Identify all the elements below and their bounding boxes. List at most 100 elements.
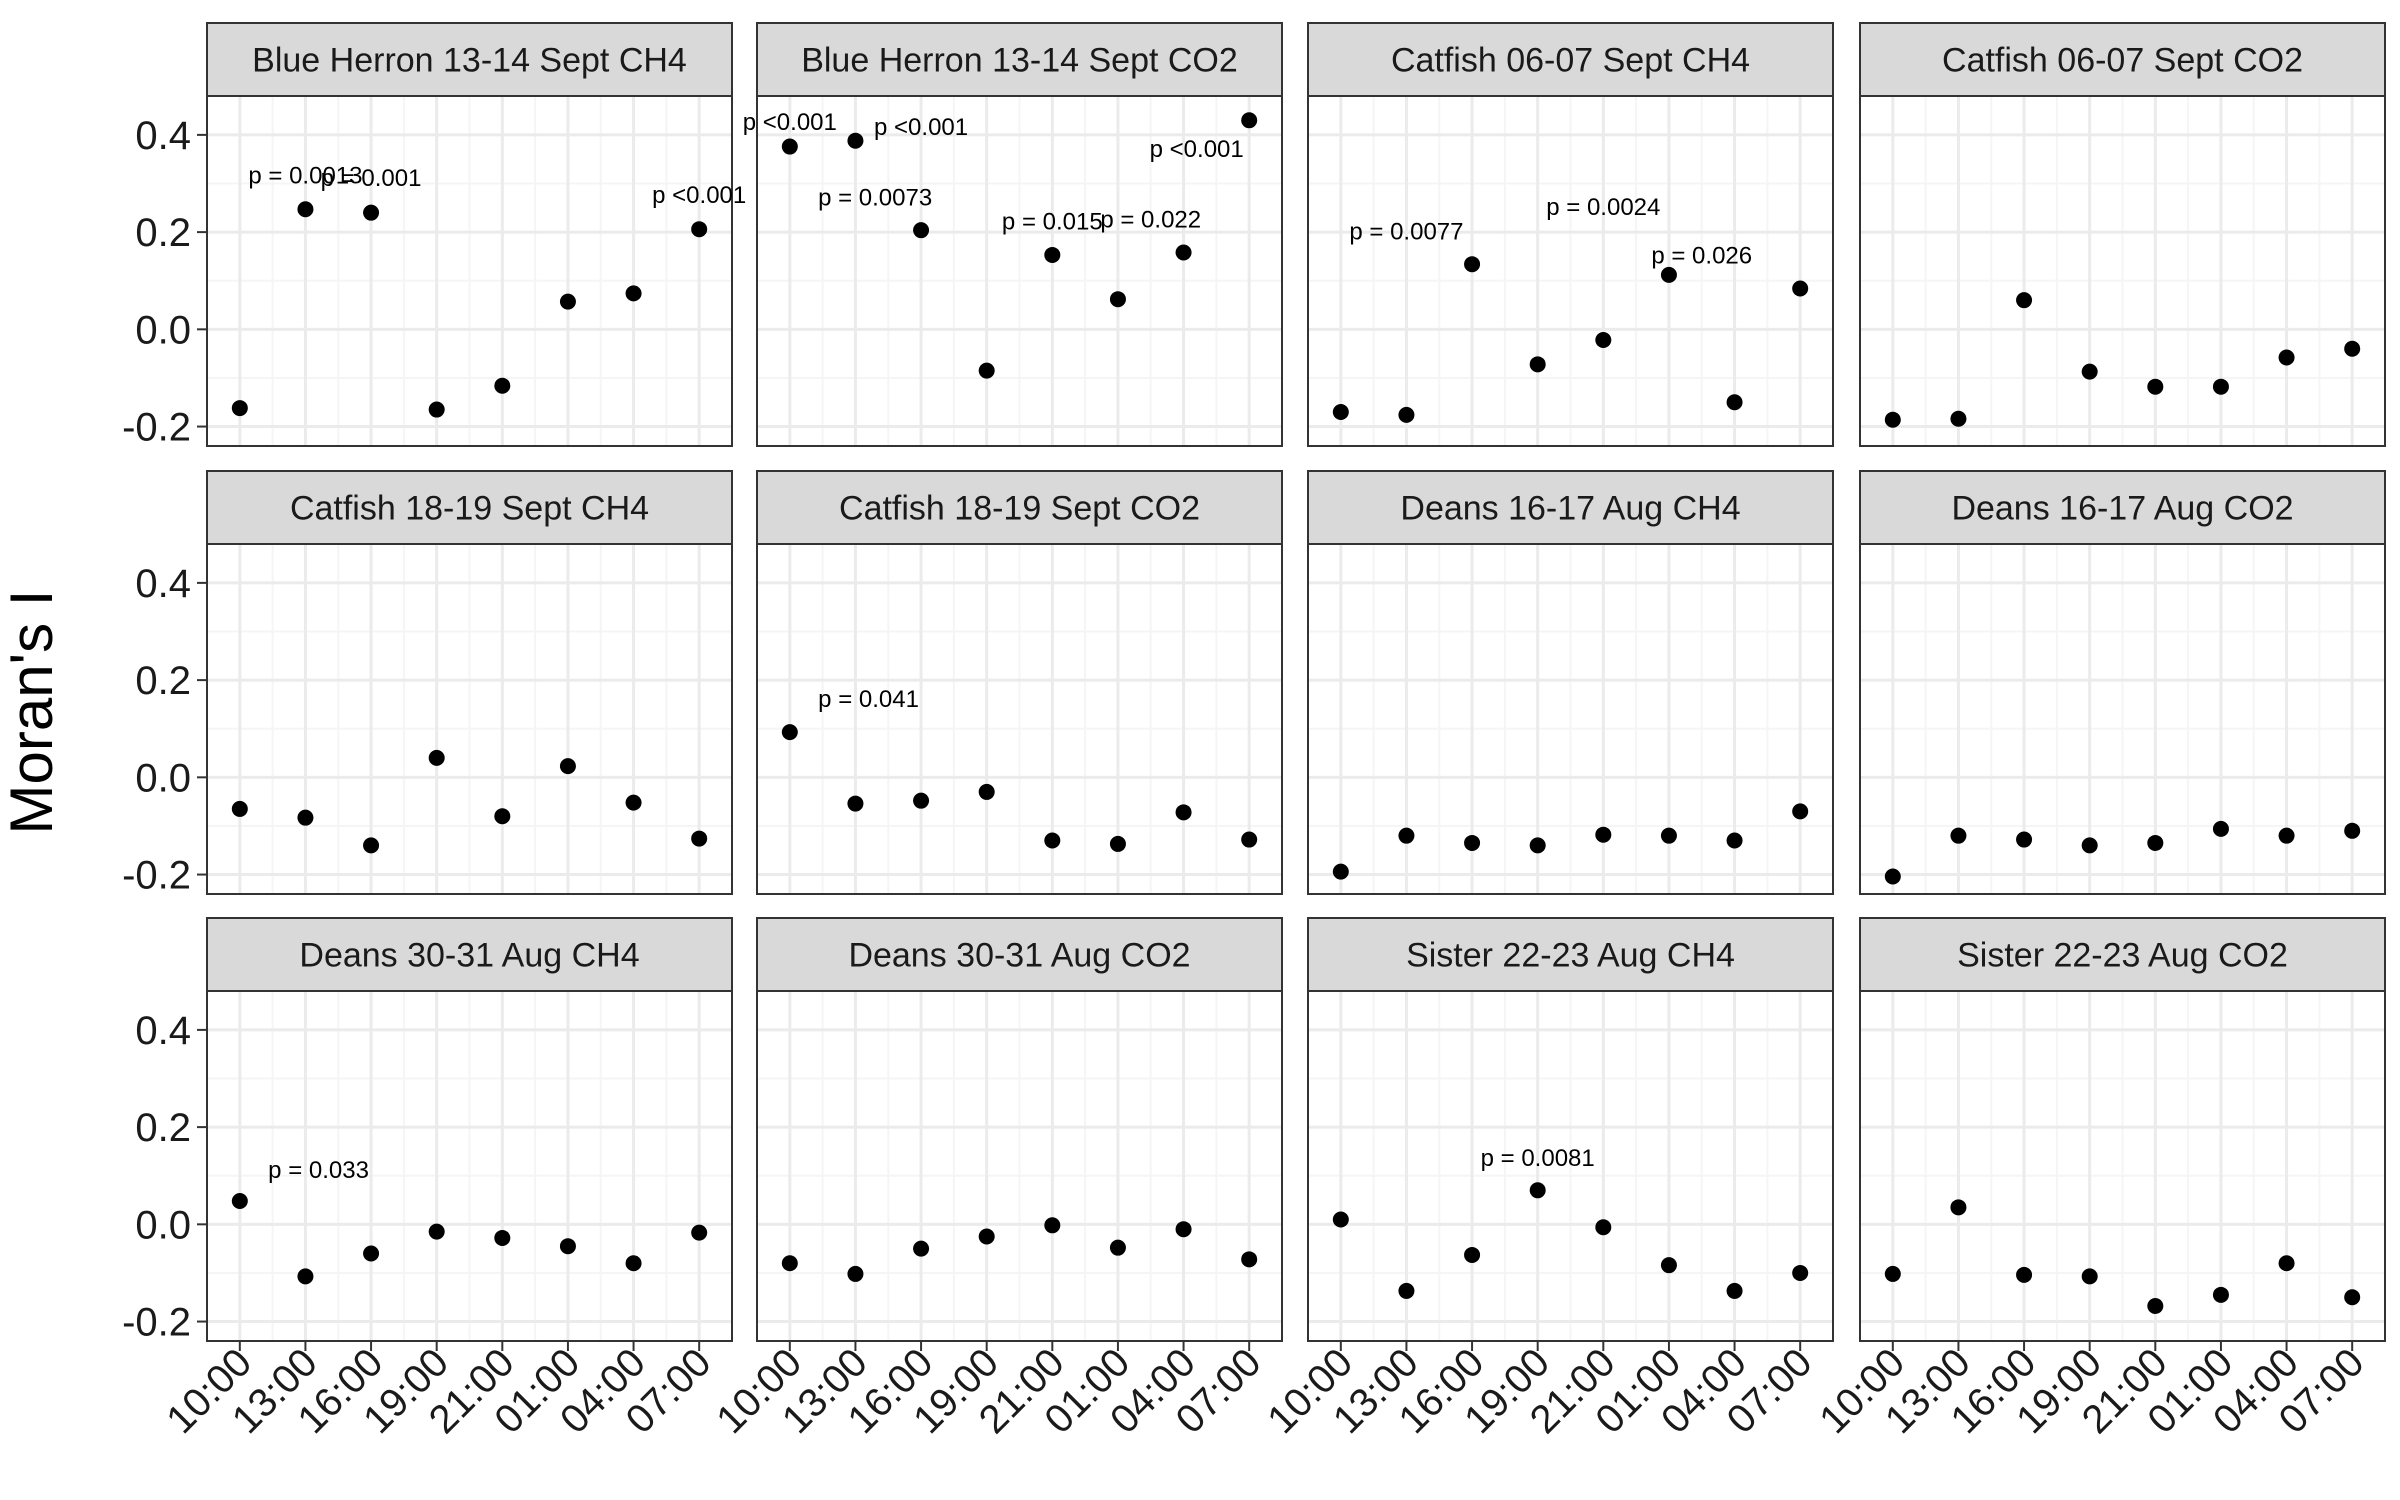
y-tick-label: 0.0 [135, 756, 191, 800]
y-tick-label: 0.2 [135, 211, 191, 255]
facet-strip [206, 470, 733, 545]
p-value-annotation: p = 0.015 [1002, 209, 1103, 236]
data-point [428, 401, 445, 418]
p-value-annotation: p <0.001 [1150, 136, 1244, 163]
data-point [847, 1265, 864, 1282]
data-point [1109, 835, 1126, 852]
data-point [2278, 827, 2295, 844]
p-value-annotation: p <0.001 [743, 109, 837, 136]
data-point [428, 1223, 445, 1240]
data-point [2344, 1289, 2361, 1306]
facet-panel: Sister 22-23 Aug CO210:0013:0016:0019:00… [1811, 917, 2386, 1442]
facet-panel: Sister 22-23 Aug CH410:0013:0016:0019:00… [1259, 917, 1834, 1442]
data-point [1332, 403, 1349, 420]
data-point [363, 1245, 380, 1262]
data-point [913, 792, 930, 809]
data-point [1175, 804, 1192, 821]
facet-title: Blue Herron 13-14 Sept CO2 [801, 42, 1238, 80]
p-value-annotation: p = 0.0073 [818, 184, 932, 211]
p-value-annotation: p = 0.0077 [1349, 218, 1463, 245]
data-point [847, 795, 864, 812]
y-tick-label: 0.0 [135, 1203, 191, 1247]
data-point [913, 222, 930, 239]
data-point [1332, 863, 1349, 880]
facet-strip [1307, 917, 1834, 992]
panel-border [1307, 543, 1834, 895]
p-value-annotation: p = 0.001 [321, 165, 422, 192]
facet-panel: Deans 16-17 Aug CH4 [1307, 470, 1834, 895]
facet-strip [206, 22, 733, 97]
data-point [1660, 827, 1677, 844]
data-point [2147, 834, 2164, 851]
y-tick-label: 0.2 [135, 1106, 191, 1150]
y-tick-label: -0.2 [122, 406, 191, 450]
data-point [1884, 411, 1901, 428]
data-point [1792, 280, 1809, 297]
panel-border [756, 543, 1283, 895]
data-point [494, 808, 511, 825]
facet-panel: Catfish 06-07 Sept CH4 p = 0.0077 p = 0.00… [1307, 22, 1834, 447]
facet-panel: Catfish 06-07 Sept CO2 [1859, 22, 2386, 447]
data-point [1884, 868, 1901, 885]
facet-panel: Deans 16-17 Aug CO2 [1859, 470, 2386, 895]
data-point [625, 1255, 642, 1272]
data-point [428, 749, 445, 766]
panel-border [1859, 990, 2386, 1342]
data-point [1332, 1211, 1349, 1228]
data-point [1109, 1239, 1126, 1256]
data-point [1950, 827, 1967, 844]
data-point [781, 1255, 798, 1272]
data-point [1398, 827, 1415, 844]
panel-border [206, 990, 733, 1342]
data-point [494, 1229, 511, 1246]
data-point [691, 830, 708, 847]
facet-strip [206, 917, 733, 992]
facet-title: Blue Herron 13-14 Sept CH4 [252, 42, 687, 80]
p-value-annotation: p = 0.0013 [248, 163, 362, 190]
facet-strip [1859, 22, 2386, 97]
panel-border [206, 95, 733, 447]
data-point [2016, 831, 2033, 848]
data-point [2147, 1298, 2164, 1314]
data-point [231, 800, 248, 817]
data-point [1175, 244, 1192, 261]
data-point [625, 794, 642, 811]
data-point [1175, 1221, 1192, 1238]
facet-title: Catfish 18-19 Sept CH4 [290, 490, 649, 528]
data-point [1241, 831, 1258, 848]
data-point [1792, 803, 1809, 820]
data-point [1109, 291, 1126, 308]
facet-strip [756, 22, 1283, 97]
facet-panel: Catfish 18-19 Sept CH4 -0.2 0.0 0.2 0.4 [122, 470, 733, 898]
panel-border [1307, 990, 1834, 1342]
facet-panel: Deans 30-31 Aug CO210:0013:0016:0019:002… [708, 917, 1283, 1442]
facet-panel: Blue Herron 13-14 Sept CO2 p <0.001 p <0.0… [743, 22, 1283, 447]
data-point [2212, 1286, 2229, 1303]
data-point [2147, 378, 2164, 395]
data-point [978, 1228, 995, 1245]
facet-panel: Deans 30-31 Aug CH4-0.20.00.20.410:0013:… [122, 917, 733, 1442]
data-point [363, 837, 380, 854]
y-tick-label: 0.4 [135, 114, 191, 158]
y-axis-label: Moran's I [0, 590, 65, 835]
data-point [297, 1268, 314, 1285]
data-point [1884, 1265, 1901, 1282]
data-point [1464, 1246, 1481, 1263]
data-point [1241, 1251, 1258, 1268]
data-point [1464, 256, 1481, 273]
data-point [559, 1238, 576, 1255]
data-point [1726, 1282, 1743, 1299]
panel-border [206, 543, 733, 895]
y-tick-label: 0.2 [135, 659, 191, 703]
data-point [2344, 340, 2361, 357]
data-point [559, 293, 576, 310]
data-point [363, 204, 380, 221]
data-point [1529, 837, 1546, 854]
y-tick-label: 0.4 [135, 562, 191, 606]
data-point [297, 201, 314, 218]
y-tick-label: 0.4 [135, 1009, 191, 1053]
data-point [2081, 837, 2098, 854]
data-point [2278, 1255, 2295, 1272]
data-point [1464, 834, 1481, 851]
data-point [2016, 292, 2033, 309]
